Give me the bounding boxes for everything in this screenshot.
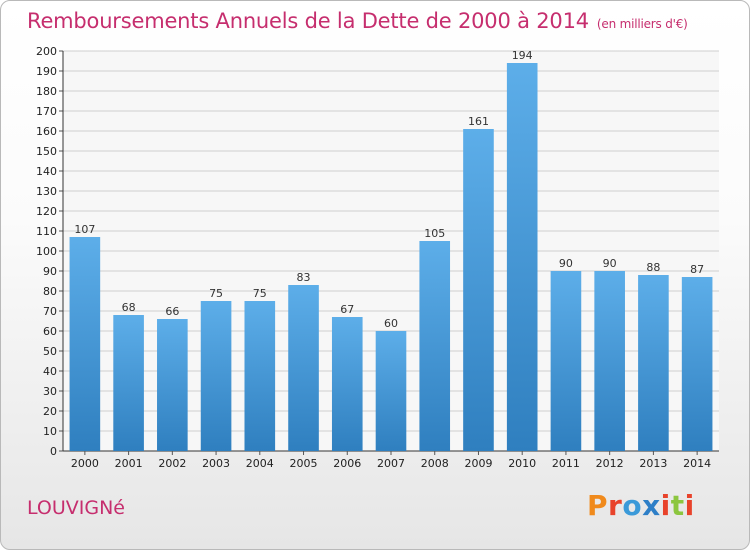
x-tick-label-2005: 2005	[290, 457, 318, 470]
y-tick-label: 170	[36, 105, 57, 118]
bar-2007	[375, 331, 407, 451]
bar-2003	[200, 301, 232, 451]
y-tick-label: 40	[43, 365, 57, 378]
bar-2008	[419, 241, 451, 451]
y-tick-label: 30	[43, 385, 57, 398]
city-name: LOUVIGNé	[27, 497, 125, 519]
bar-2005	[288, 285, 319, 451]
bar-2004	[244, 301, 276, 451]
y-tick-label: 50	[43, 345, 57, 358]
x-tick-label-2008: 2008	[421, 457, 449, 470]
x-tick-label-2013: 2013	[639, 457, 667, 470]
value-label-2004: 75	[253, 287, 267, 300]
bar-2013	[638, 275, 669, 451]
x-tick-label-2011: 2011	[552, 457, 580, 470]
value-label-2002: 66	[165, 305, 179, 318]
bar-2011	[550, 271, 582, 451]
x-tick-label-2007: 2007	[377, 457, 405, 470]
logo-letter: i	[684, 489, 695, 522]
value-label-2012: 90	[603, 257, 617, 270]
x-tick-label-2006: 2006	[333, 457, 361, 470]
logo-letter: x	[642, 489, 661, 522]
value-label-2013: 88	[646, 261, 660, 274]
logo-letter: r	[608, 489, 623, 522]
bar-2014	[681, 277, 713, 451]
value-label-2008: 105	[424, 227, 445, 240]
y-tick-label: 160	[36, 125, 57, 138]
y-tick-label: 90	[43, 265, 57, 278]
y-tick-label: 180	[36, 85, 57, 98]
chart-unit: (en milliers d'€)	[596, 17, 688, 31]
bar-2002	[157, 319, 188, 451]
y-tick-label: 100	[36, 245, 57, 258]
y-tick-label: 10	[43, 425, 57, 438]
value-label-2011: 90	[559, 257, 573, 270]
logo-letter: i	[660, 489, 671, 522]
value-label-2006: 67	[340, 303, 354, 316]
bar-2010	[506, 63, 538, 451]
value-label-2010: 194	[512, 49, 533, 62]
bar-2009	[463, 129, 494, 451]
value-label-2000: 107	[74, 223, 95, 236]
value-label-2014: 87	[690, 263, 704, 276]
y-tick-label: 130	[36, 185, 57, 198]
value-label-2007: 60	[384, 317, 398, 330]
proxiti-logo: Proxiti	[587, 489, 695, 522]
y-tick-label: 120	[36, 205, 57, 218]
value-label-2003: 75	[209, 287, 223, 300]
bar-2000	[69, 237, 101, 451]
logo-letter: o	[622, 489, 643, 522]
y-tick-label: 60	[43, 325, 57, 338]
x-tick-label-2001: 2001	[115, 457, 143, 470]
y-tick-label: 190	[36, 65, 57, 78]
y-tick-label: 80	[43, 285, 57, 298]
y-tick-label: 140	[36, 165, 57, 178]
bar-2006	[331, 317, 363, 451]
x-tick-label-2014: 2014	[683, 457, 711, 470]
y-tick-label: 110	[36, 225, 57, 238]
x-tick-label-2000: 2000	[71, 457, 99, 470]
logo-letter: t	[670, 489, 685, 522]
x-tick-label-2010: 2010	[508, 457, 536, 470]
x-tick-label-2012: 2012	[596, 457, 624, 470]
x-tick-label-2009: 2009	[464, 457, 492, 470]
chart-title: Remboursements Annuels de la Dette de 20…	[27, 9, 688, 33]
y-tick-label: 20	[43, 405, 57, 418]
x-tick-label-2003: 2003	[202, 457, 230, 470]
value-label-2009: 161	[468, 115, 489, 128]
chart-title-text: Remboursements Annuels de la Dette de 20…	[27, 9, 589, 33]
y-tick-label: 0	[50, 445, 57, 458]
x-tick-label-2004: 2004	[246, 457, 274, 470]
value-label-2005: 83	[297, 271, 311, 284]
y-tick-label: 150	[36, 145, 57, 158]
bar-2001	[113, 315, 144, 451]
bar-2012	[594, 271, 625, 451]
y-tick-label: 70	[43, 305, 57, 318]
x-tick-label-2002: 2002	[158, 457, 186, 470]
value-label-2001: 68	[122, 301, 136, 314]
logo-letter: P	[587, 489, 609, 522]
y-tick-label: 200	[36, 45, 57, 58]
